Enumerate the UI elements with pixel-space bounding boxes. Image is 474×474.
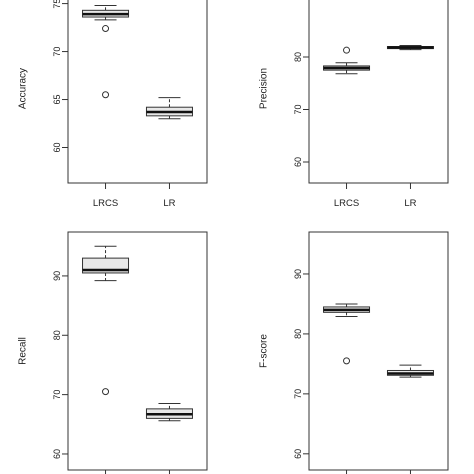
chart-panel-precision: 60 70 80 Precision LRCS LR [259, 0, 449, 209]
plot-frame [67, 231, 208, 471]
y-axis-label: Accuracy [18, 68, 29, 109]
y-axis-label: F-score [259, 334, 270, 368]
y-tick-label: 70 [52, 390, 62, 400]
y-tick-label: 75 [52, 0, 62, 9]
x-tick-label: LRCS [93, 198, 118, 209]
outlier-point [102, 25, 110, 33]
y-tick-label: 90 [293, 269, 303, 279]
y-tick-label: 60 [52, 142, 62, 152]
y-tick-label: 60 [293, 449, 303, 459]
plot-frame [308, 0, 449, 184]
x-tick-label: LRCS [334, 198, 359, 209]
x-tick-label: LR [163, 198, 175, 209]
y-tick-label: 70 [293, 389, 303, 399]
chart-panel-recall: 60708090RecallLRCSLR [18, 231, 208, 474]
plot-frame [67, 0, 208, 184]
y-tick-label: 70 [52, 47, 62, 57]
box-lrcs [323, 46, 371, 75]
y-tick-label: 80 [293, 52, 303, 62]
outlier-point [343, 357, 351, 365]
outlier-point [102, 91, 110, 99]
y-axis-label: Precision [259, 68, 270, 109]
box-lr [145, 403, 193, 422]
box-lrcs [323, 303, 371, 365]
plot-frame [308, 231, 449, 471]
y-tick-label: 70 [293, 104, 303, 114]
box-lr [386, 44, 434, 51]
y-tick-label: 90 [52, 271, 62, 281]
y-axis-label: Recall [18, 337, 29, 365]
y-tick-label: 80 [293, 329, 303, 339]
y-tick-label: 65 [52, 95, 62, 105]
box-lrcs [82, 245, 130, 396]
y-tick-label: 60 [52, 449, 62, 459]
chart-panel-accuracy: 60 65 70 75 Accuracy LRCS LR [18, 0, 208, 209]
y-tick-label: 80 [52, 330, 62, 340]
y-tick-label: 60 [293, 157, 303, 167]
box-lr [145, 97, 193, 120]
box-lr [386, 364, 434, 378]
box-lrcs [82, 5, 130, 99]
outlier-point [102, 388, 110, 396]
outlier-point [343, 46, 351, 54]
x-tick-label: LR [404, 198, 416, 209]
